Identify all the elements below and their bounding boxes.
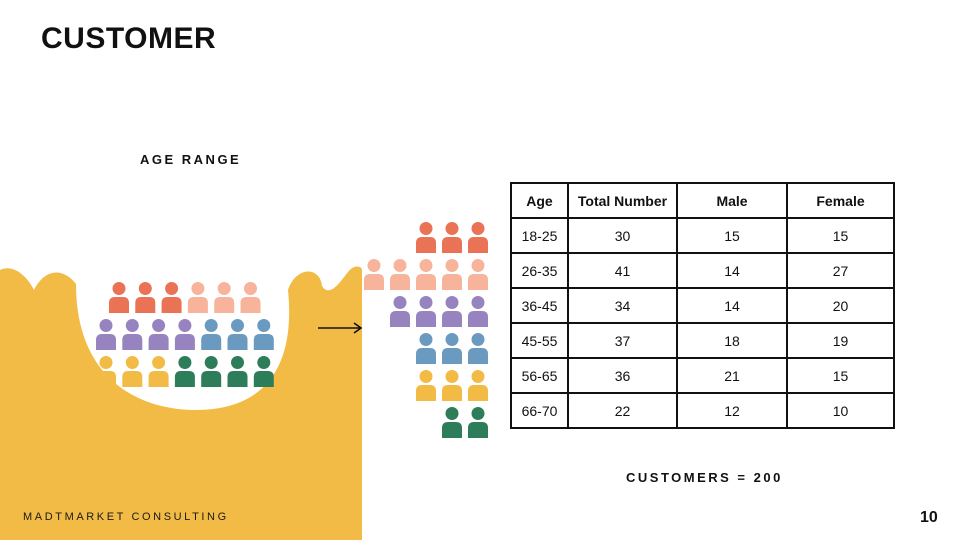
table-row: 45-55 37 18 19 bbox=[510, 322, 895, 359]
person-icon bbox=[416, 296, 436, 327]
male-cell: 18 bbox=[676, 322, 788, 359]
person-icon bbox=[201, 319, 222, 350]
person-icon bbox=[96, 319, 116, 350]
person-icon bbox=[416, 333, 436, 364]
female-cell: 20 bbox=[786, 287, 895, 324]
total-cell: 34 bbox=[567, 287, 678, 324]
person-icon bbox=[174, 356, 195, 387]
person-icon bbox=[442, 259, 462, 290]
person-icon bbox=[201, 356, 222, 387]
person-icon bbox=[442, 222, 462, 253]
header-male: Male bbox=[676, 182, 788, 219]
female-cell: 15 bbox=[786, 217, 895, 254]
age-group-icons bbox=[364, 222, 488, 438]
header-female: Female bbox=[786, 182, 895, 219]
person-icon bbox=[416, 222, 436, 253]
female-cell: 10 bbox=[786, 392, 895, 429]
age-cell: 36-45 bbox=[510, 287, 569, 324]
header-total-number: Total Number bbox=[567, 182, 678, 219]
header-age: Age bbox=[510, 182, 569, 219]
person-icon bbox=[109, 282, 129, 313]
age-cell: 45-55 bbox=[510, 322, 569, 359]
person-icon bbox=[468, 370, 488, 401]
page-title: CUSTOMER bbox=[41, 22, 217, 55]
person-icon bbox=[148, 319, 169, 350]
person-icon bbox=[468, 333, 488, 364]
person-icon bbox=[240, 282, 261, 313]
person-icon bbox=[148, 356, 169, 387]
person-icon bbox=[161, 282, 182, 313]
person-icon bbox=[468, 259, 488, 290]
customers-total: CUSTOMERS = 200 bbox=[626, 470, 783, 485]
table-row: 36-45 34 14 20 bbox=[510, 287, 895, 324]
person-icon bbox=[135, 282, 156, 313]
customer-crowd bbox=[96, 282, 274, 387]
table-header-row: Age Total Number Male Female bbox=[510, 182, 895, 219]
person-icon bbox=[442, 370, 462, 401]
person-icon bbox=[390, 296, 410, 327]
age-cell: 18-25 bbox=[510, 217, 569, 254]
person-icon bbox=[96, 356, 116, 387]
person-icon bbox=[364, 259, 384, 290]
table-row: 26-35 41 14 27 bbox=[510, 252, 895, 289]
female-cell: 19 bbox=[786, 322, 895, 359]
person-icon bbox=[122, 319, 143, 350]
female-cell: 15 bbox=[786, 357, 895, 394]
total-cell: 37 bbox=[567, 322, 678, 359]
person-icon bbox=[468, 296, 488, 327]
age-range-table: Age Total Number Male Female 18-25 30 15… bbox=[510, 182, 895, 429]
table-row: 18-25 30 15 15 bbox=[510, 217, 895, 254]
person-icon bbox=[214, 282, 235, 313]
person-icon bbox=[416, 370, 436, 401]
age-cell: 56-65 bbox=[510, 357, 569, 394]
arrow-right-icon bbox=[318, 322, 363, 334]
person-icon bbox=[390, 259, 410, 290]
page-number: 10 bbox=[920, 509, 938, 526]
male-cell: 12 bbox=[676, 392, 788, 429]
person-icon bbox=[416, 259, 436, 290]
person-icon bbox=[468, 407, 488, 438]
total-cell: 36 bbox=[567, 357, 678, 394]
footer-company-name: MADTMARKET CONSULTING bbox=[23, 511, 229, 523]
male-cell: 14 bbox=[676, 287, 788, 324]
yellow-blob-shape bbox=[0, 266, 362, 540]
person-icon bbox=[442, 407, 462, 438]
total-cell: 22 bbox=[567, 392, 678, 429]
person-icon bbox=[174, 319, 195, 350]
table-row: 66-70 22 12 10 bbox=[510, 392, 895, 429]
age-cell: 66-70 bbox=[510, 392, 569, 429]
person-icon bbox=[122, 356, 143, 387]
person-icon bbox=[253, 319, 274, 350]
person-icon bbox=[227, 356, 248, 387]
table-row: 56-65 36 21 15 bbox=[510, 357, 895, 394]
age-cell: 26-35 bbox=[510, 252, 569, 289]
person-icon bbox=[253, 356, 274, 387]
person-icon bbox=[442, 333, 462, 364]
person-icon bbox=[468, 222, 488, 253]
female-cell: 27 bbox=[786, 252, 895, 289]
male-cell: 14 bbox=[676, 252, 788, 289]
male-cell: 21 bbox=[676, 357, 788, 394]
male-cell: 15 bbox=[676, 217, 788, 254]
person-icon bbox=[442, 296, 462, 327]
person-icon bbox=[227, 319, 248, 350]
total-cell: 30 bbox=[567, 217, 678, 254]
age-range-heading: AGE RANGE bbox=[140, 152, 242, 167]
person-icon bbox=[187, 282, 208, 313]
total-cell: 41 bbox=[567, 252, 678, 289]
